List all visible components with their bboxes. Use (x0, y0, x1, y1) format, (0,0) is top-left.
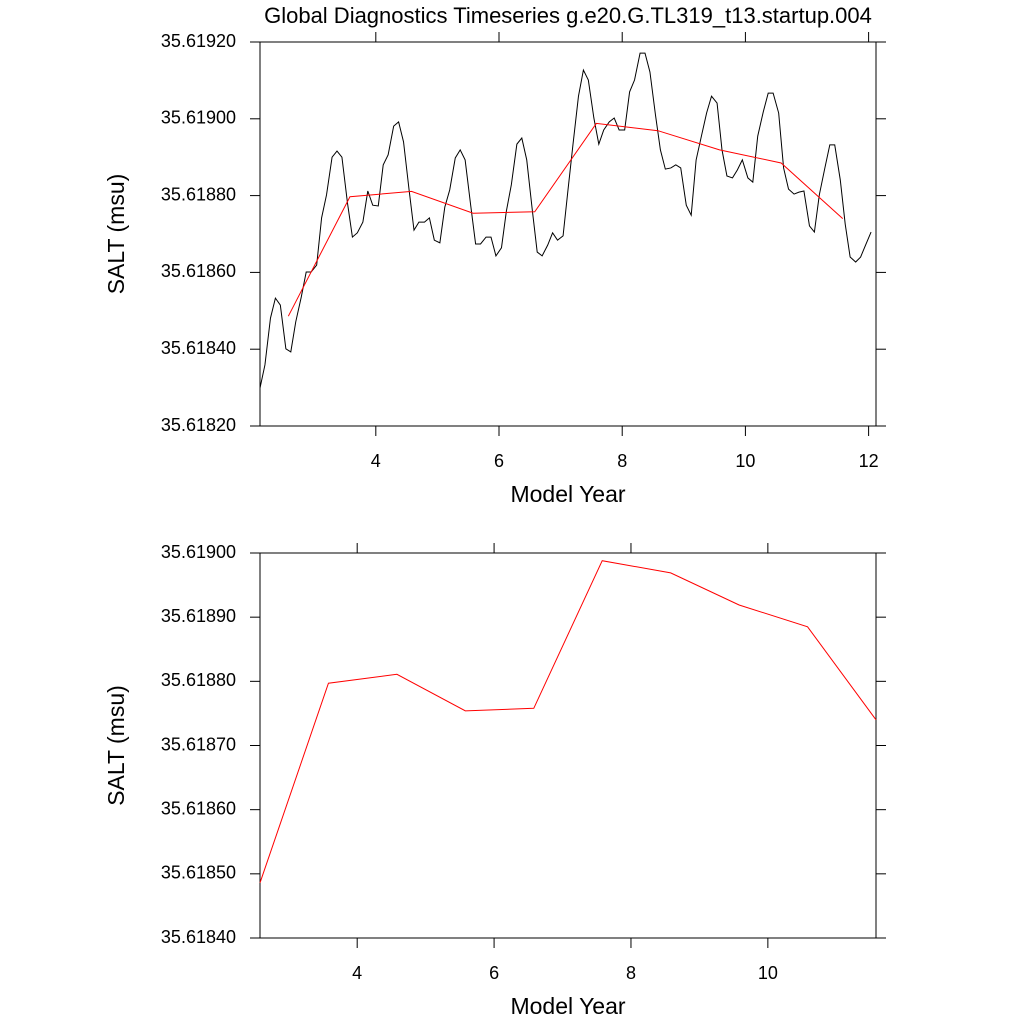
x-tick-label: 4 (352, 963, 362, 983)
y-tick-label: 35.61900 (161, 542, 236, 562)
series-line (259, 560, 877, 883)
y-axis-label: SALT (msu) (103, 685, 129, 806)
y-tick-label: 35.61900 (161, 108, 236, 128)
x-tick-label: 10 (758, 963, 778, 983)
y-tick-label: 35.61880 (161, 184, 236, 204)
x-tick-label: 12 (859, 451, 879, 471)
x-tick-label: 8 (617, 451, 627, 471)
y-axis-label: SALT (msu) (103, 174, 129, 295)
x-axis-label: Model Year (510, 993, 625, 1019)
y-tick-label: 35.61840 (161, 927, 236, 947)
y-tick-label: 35.61860 (161, 798, 236, 818)
x-axis-label: Model Year (510, 481, 625, 507)
y-tick-label: 35.61880 (161, 670, 236, 690)
plot-frame (259, 552, 877, 939)
y-tick-label: 35.61850 (161, 863, 236, 883)
y-tick-label: 35.61860 (161, 261, 236, 281)
x-tick-label: 8 (626, 963, 636, 983)
y-tick-label: 35.61840 (161, 338, 236, 358)
x-tick-label: 4 (371, 451, 381, 471)
y-tick-label: 35.61870 (161, 734, 236, 754)
plot-frame (259, 41, 877, 427)
y-tick-label: 35.61920 (161, 31, 236, 51)
y-tick-label: 35.61890 (161, 606, 236, 626)
series-line (287, 122, 844, 317)
y-tick-label: 35.61820 (161, 415, 236, 435)
series-line (259, 52, 872, 389)
chart-title: Global Diagnostics Timeseries g.e20.G.TL… (264, 3, 872, 28)
x-tick-label: 6 (494, 451, 504, 471)
x-tick-label: 6 (489, 963, 499, 983)
x-tick-label: 10 (735, 451, 755, 471)
